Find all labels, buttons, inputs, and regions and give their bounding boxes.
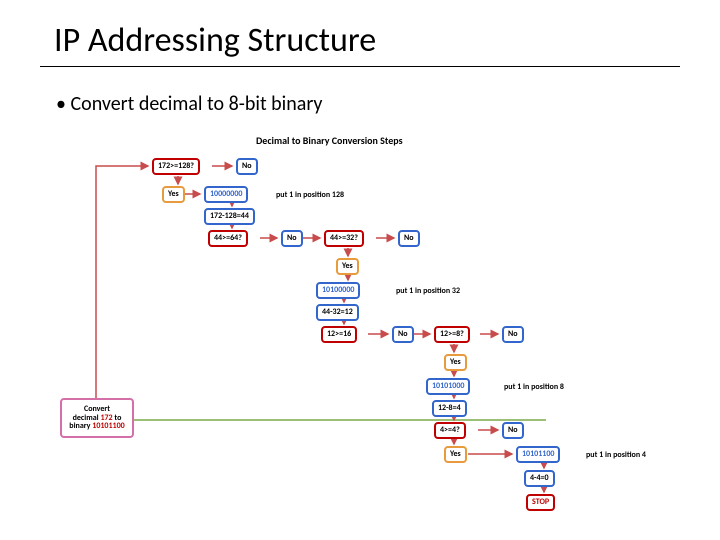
- note-128: put 1 in position 128: [276, 190, 344, 200]
- diagram-title: Decimal to Binary Conversion Steps: [256, 134, 403, 147]
- arrows-layer: [56, 130, 666, 530]
- sub-128: 172-128=44: [204, 208, 255, 225]
- q-8: 12>=8?: [434, 326, 470, 343]
- bin-128: 10000000: [204, 186, 248, 203]
- title-underline: [40, 66, 680, 67]
- flowchart: Decimal to Binary Conversion Steps Conve…: [56, 130, 666, 530]
- convert-box: Convert decimal 172 to binary 10101100: [60, 398, 134, 438]
- sub-8: 12-8=4: [432, 400, 467, 417]
- sub-32: 44-32=12: [316, 304, 359, 321]
- bullet-text: • Convert decimal to 8-bit binary: [56, 92, 322, 116]
- t: binary: [69, 421, 92, 431]
- q-4: 4>=4?: [434, 422, 466, 439]
- bin-4: 10101100: [516, 446, 560, 463]
- no-64: No: [281, 230, 303, 247]
- bin-32: 10100000: [316, 282, 360, 299]
- stop-box: STOP: [526, 494, 555, 511]
- no-8: No: [502, 326, 524, 343]
- q-16: 12>=16: [321, 326, 357, 343]
- no-4: No: [502, 422, 524, 439]
- bin-8: 10101000: [426, 378, 470, 395]
- sub-4: 4-4=0: [524, 470, 555, 487]
- no-128: No: [236, 158, 258, 175]
- note-8: put 1 in position 8: [504, 382, 564, 392]
- yes-4: Yes: [444, 446, 467, 463]
- yes-8: Yes: [444, 354, 467, 371]
- t: 10101100: [92, 421, 124, 431]
- page-title: IP Addressing Structure: [54, 20, 376, 61]
- no-32: No: [398, 230, 420, 247]
- q-64: 44>=64?: [208, 230, 248, 247]
- no-16: No: [392, 326, 414, 343]
- convert-line3: binary 10101100: [69, 422, 124, 431]
- q-128: 172>=128?: [152, 158, 200, 175]
- note-4: put 1 in position 4: [586, 450, 646, 460]
- q-32: 44>=32?: [324, 230, 364, 247]
- note-32: put 1 in position 32: [396, 286, 460, 296]
- yes-32: Yes: [336, 258, 359, 275]
- yes-128: Yes: [162, 186, 185, 203]
